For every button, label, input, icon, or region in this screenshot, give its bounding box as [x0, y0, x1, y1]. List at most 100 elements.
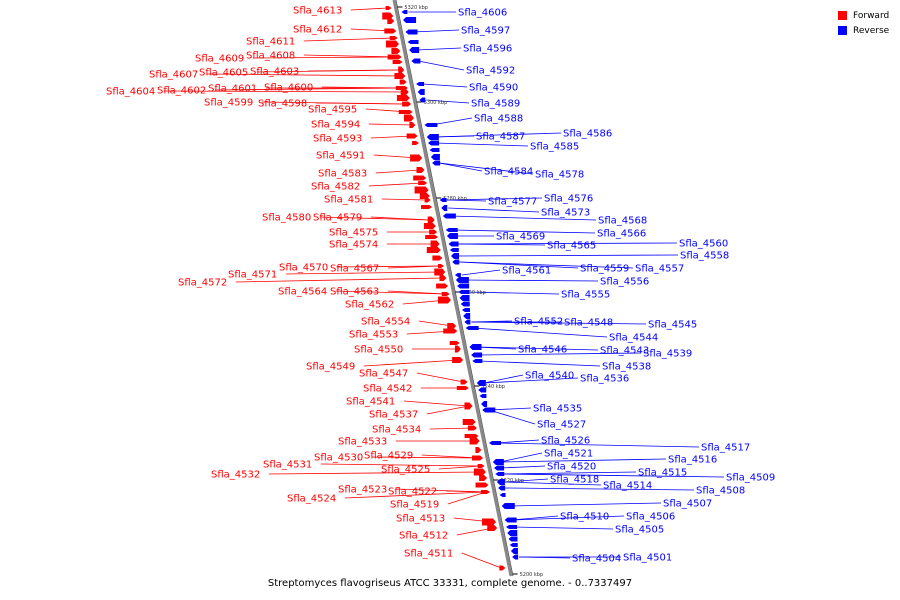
reverse-gene-label: Sfla_4507 — [663, 499, 712, 510]
reverse-gene-label: Sfla_4508 — [696, 486, 745, 497]
forward-gene-label: Sfla_4547 — [359, 369, 408, 380]
reverse-gene-feature — [442, 213, 456, 219]
forward-gene-feature — [414, 186, 429, 194]
reverse-gene-feature — [471, 352, 483, 358]
reverse-gene-feature — [446, 233, 458, 239]
axis-tick-labels: 5320 kbp 5300 kbp 5280 kbp 5260 kbp 5240 kbp… — [397, 5, 543, 578]
forward-gene-label: Sfla_4525 — [381, 465, 430, 476]
forward-leader-line — [321, 86, 404, 89]
reverse-gene-label: Sfla_4514 — [603, 481, 652, 492]
forward-gene-label: Sfla_4537 — [369, 410, 418, 421]
forward-gene-label: Sfla_4523 — [338, 485, 387, 496]
reverse-gene-feature — [509, 543, 518, 547]
reverse-gene-feature — [419, 97, 426, 103]
reverse-gene-label: Sfla_4568 — [598, 216, 647, 227]
reverse-leader-line — [489, 407, 532, 411]
reverse-leader-line — [439, 162, 483, 172]
forward-gene-label: Sfla_4531 — [263, 460, 312, 471]
forward-leader-line — [344, 491, 486, 499]
reverse-gene-label: Sfla_4548 — [564, 318, 613, 329]
forward-leader-line — [252, 56, 398, 59]
reverse-gene-label: Sfla_4592 — [466, 66, 515, 77]
reverse-gene-label: Sfla_4577 — [488, 197, 537, 208]
forward-leader-line — [206, 73, 402, 77]
forward-gene-label: Sfla_4511 — [404, 549, 453, 560]
axis-tick-label: 5220 kbp — [501, 478, 525, 484]
reverse-gene-feature — [494, 465, 505, 471]
reverse-gene-label: Sfla_4569 — [496, 232, 545, 243]
reverse-gene-feature — [449, 248, 459, 252]
forward-leader-line — [370, 135, 414, 139]
forward-leader-line — [387, 265, 441, 269]
reverse-gene-feature — [403, 17, 417, 23]
forward-gene-feature — [421, 205, 433, 209]
forward-gene-label: Sfla_4594 — [311, 120, 360, 131]
reverse-leader-line — [435, 142, 529, 147]
reverse-gene-feature — [481, 401, 488, 407]
reverse-gene-label: Sfla_4561 — [502, 266, 551, 277]
reverse-leader-line — [462, 279, 599, 282]
reverse-gene-feature — [457, 283, 470, 289]
gene-features — [382, 6, 519, 571]
forward-gene-label: Sfla_4542 — [363, 384, 412, 395]
forward-gene-label: Sfla_4595 — [308, 105, 357, 116]
reverse-gene-feature — [499, 493, 506, 497]
reverse-gene-feature — [464, 319, 471, 325]
forward-leader-line — [447, 491, 487, 505]
forward-gene-feature — [406, 133, 418, 139]
forward-gene-feature — [413, 175, 427, 181]
reverse-leader-line — [431, 117, 473, 126]
reverse-gene-label: Sfla_4578 — [535, 170, 584, 181]
reverse-gene-label: Sfla_4566 — [597, 229, 646, 240]
reverse-gene-label: Sfla_4552 — [514, 317, 563, 328]
forward-gene-feature — [430, 240, 440, 248]
reverse-gene-feature — [454, 273, 461, 277]
forward-gene-label: Sfla_4612 — [293, 25, 342, 36]
reverse-gene-feature — [428, 140, 440, 146]
legend-forward: Forward — [838, 8, 889, 23]
forward-gene-feature — [392, 60, 403, 64]
forward-gene-label: Sfla_4583 — [318, 169, 367, 180]
forward-gene-feature — [437, 296, 451, 304]
reverse-gene-label: Sfla_4505 — [615, 525, 664, 536]
reverse-leader-line — [499, 452, 543, 463]
forward-leader-line — [461, 552, 502, 569]
reverse-leader-line — [448, 207, 540, 213]
reverse-gene-label: Sfla_4587 — [476, 132, 525, 143]
forward-gene-label: Sfla_4582 — [311, 182, 360, 193]
reverse-gene-feature — [439, 198, 447, 202]
reverse-gene-feature — [508, 536, 518, 542]
forward-gene-label: Sfla_4591 — [316, 151, 365, 162]
reverse-leader-line — [508, 502, 662, 507]
forward-leader-line — [363, 359, 460, 367]
forward-gene-label: Sfla_4608 — [246, 51, 295, 62]
forward-gene-label: Sfla_4554 — [361, 317, 410, 328]
forward-gene-label: Sfla_4572 — [178, 278, 227, 289]
reverse-leader-line — [513, 526, 614, 530]
forward-gene-feature — [400, 88, 409, 96]
forward-gene-feature — [385, 6, 392, 10]
reverse-gene-label: Sfla_4557 — [635, 264, 684, 275]
legend-reverse-label: Reverse — [853, 25, 890, 36]
forward-leader-line — [418, 320, 453, 327]
reverse-gene-feature — [448, 241, 459, 247]
reverse-gene-label: Sfla_4560 — [679, 239, 728, 250]
forward-gene-label: Sfla_4570 — [279, 263, 328, 274]
forward-leader-line — [370, 216, 431, 221]
forward-gene-feature — [396, 95, 410, 101]
axis-tick-label: 5300 kbp — [424, 100, 448, 106]
forward-gene-label: Sfla_4581 — [324, 195, 373, 206]
forward-gene-label: Sfla_4513 — [396, 514, 445, 525]
reverse-gene-feature — [510, 548, 518, 554]
forward-leader-line — [368, 123, 412, 126]
reverse-leader-line — [446, 197, 543, 201]
forward-gene-label: Sfla_4522 — [388, 487, 437, 498]
forward-gene-feature — [475, 482, 489, 488]
forward-leader-line — [387, 290, 446, 295]
forward-leader-line — [163, 90, 405, 93]
reverse-gene-feature — [496, 479, 505, 485]
legend: Forward Reverse — [838, 8, 889, 38]
forward-gene-feature — [425, 235, 439, 239]
reverse-gene-feature — [492, 459, 504, 465]
